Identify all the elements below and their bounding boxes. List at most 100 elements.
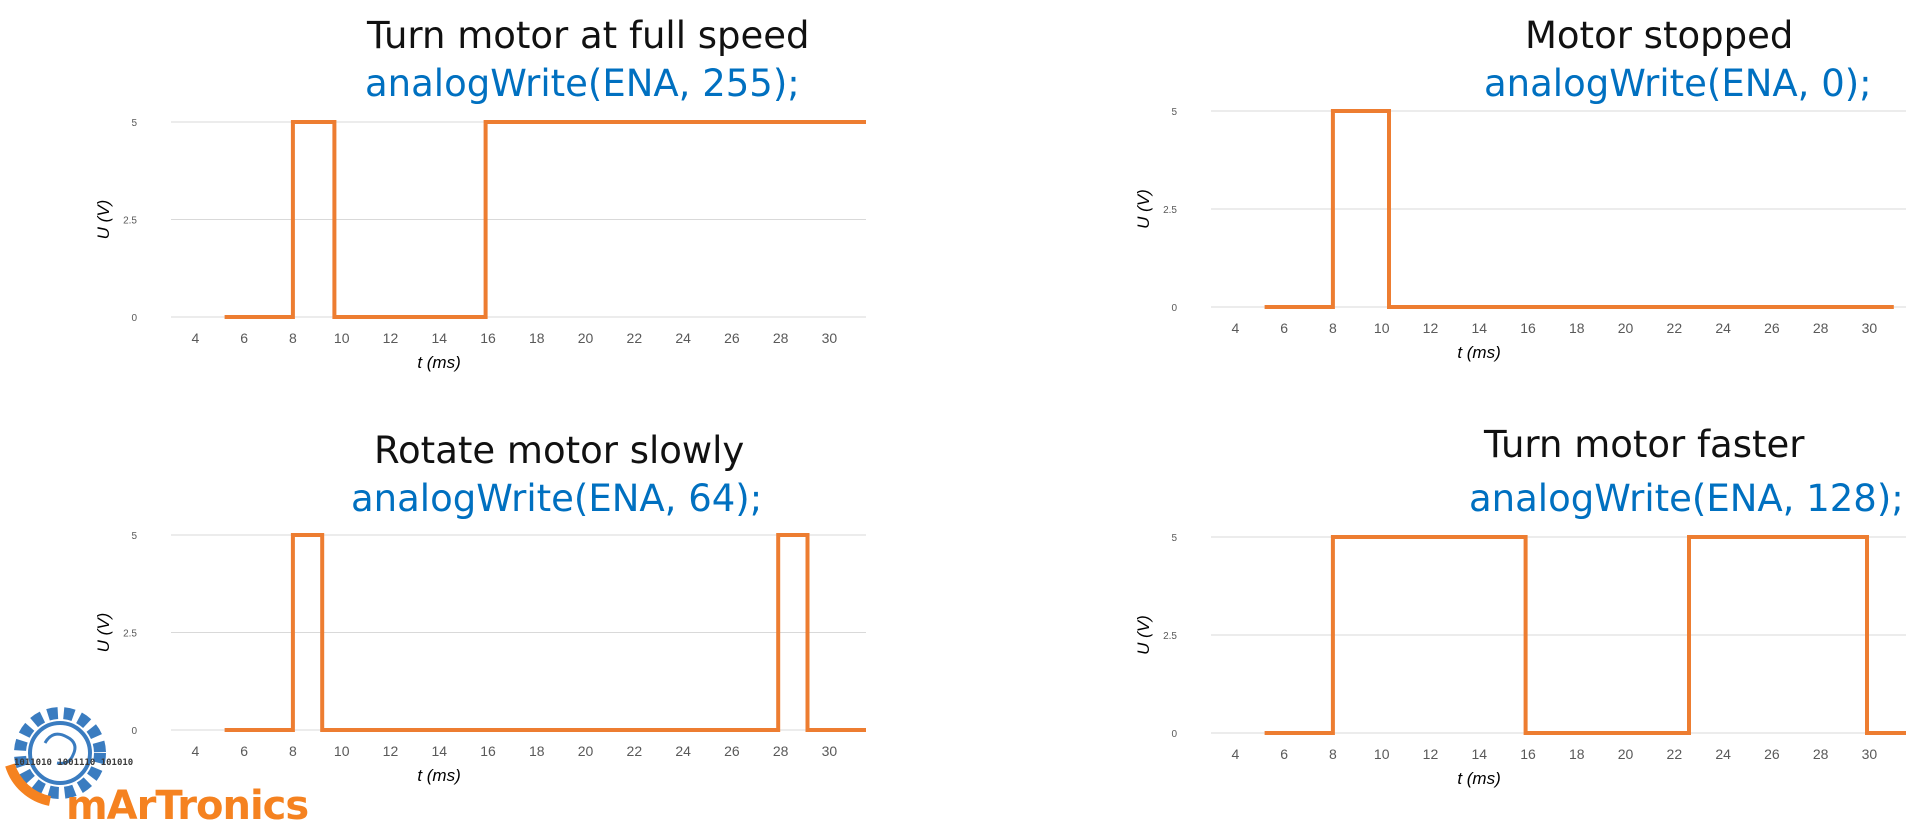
y-tick-label: 2.5 — [1163, 631, 1177, 642]
x-tick-label: 12 — [383, 743, 399, 759]
x-tick-label: 20 — [1618, 320, 1634, 336]
y-tick-label: 0 — [1171, 729, 1177, 740]
chart-plot: 0 2.5 5 4 6 8 10 12 14 16 18 20 22 24 26 28 30 t (ms) U (V… — [94, 118, 866, 372]
y-tick-label: 5 — [131, 531, 137, 542]
martronics-logo: 1011010 1001110 101010 mArTronics — [0, 695, 309, 829]
x-tick-label: 16 — [480, 330, 496, 346]
x-tick-label: 14 — [1471, 746, 1487, 762]
x-tick-label: 4 — [1231, 320, 1239, 336]
x-tick-label: 30 — [822, 330, 838, 346]
x-tick-label: 30 — [822, 743, 838, 759]
x-tick-label: 24 — [675, 743, 691, 759]
y-tick-label: 5 — [1171, 533, 1177, 544]
x-tick-label: 26 — [724, 743, 740, 759]
x-tick-label: 28 — [1813, 746, 1829, 762]
x-tick-label: 14 — [431, 743, 447, 759]
chart-title: Motor stopped — [1525, 14, 1794, 57]
x-tick-label: 14 — [431, 330, 447, 346]
chart-plot: 0 2.5 5 4 6 8 10 12 14 16 18 20 22 24 26 28 30 t (ms) U (V… — [1134, 107, 1906, 362]
x-tick-label: 8 — [289, 330, 297, 346]
x-tick-label: 20 — [578, 743, 594, 759]
x-tick-label: 26 — [1764, 320, 1780, 336]
code-label: analogWrite(ENA, 0); — [1484, 62, 1872, 105]
y-axis-label: U (V) — [1134, 615, 1153, 655]
x-tick-label: 22 — [1667, 320, 1683, 336]
x-tick-label: 14 — [1471, 320, 1487, 336]
x-tick-label: 10 — [1374, 746, 1390, 762]
x-tick-label: 16 — [1520, 320, 1536, 336]
x-tick-label: 24 — [1715, 320, 1731, 336]
x-tick-label: 8 — [289, 743, 297, 759]
y-tick-label: 2.5 — [123, 216, 137, 227]
x-tick-label: 18 — [1569, 746, 1585, 762]
x-tick-label: 22 — [627, 743, 643, 759]
x-tick-label: 28 — [1813, 320, 1829, 336]
x-tick-label: 16 — [480, 743, 496, 759]
x-tick-label: 18 — [529, 330, 545, 346]
x-tick-label: 20 — [1618, 746, 1634, 762]
chart-faster: Turn motor faster analogWrite(ENA, 128);… — [960, 415, 1920, 815]
x-tick-label: 30 — [1862, 320, 1878, 336]
x-tick-label: 12 — [1423, 746, 1439, 762]
x-tick-label: 6 — [240, 743, 248, 759]
chart-motor-stopped: Motor stopped analogWrite(ENA, 0); 0 2.5 5… — [960, 0, 1920, 400]
y-axis-label: U (V) — [94, 200, 113, 240]
x-tick-label: 4 — [1231, 746, 1239, 762]
x-tick-label: 30 — [1862, 746, 1878, 762]
x-axis-label: t (ms) — [1457, 343, 1500, 362]
x-tick-label: 26 — [1764, 746, 1780, 762]
x-tick-label: 16 — [1520, 746, 1536, 762]
x-tick-label: 18 — [1569, 320, 1585, 336]
y-tick-label: 2.5 — [123, 629, 137, 640]
x-tick-label: 8 — [1329, 746, 1337, 762]
chart-slow: Rotate motor slowly analogWrite(ENA, 64)… — [0, 415, 960, 815]
logo-text: mArTronics — [66, 783, 309, 829]
y-tick-label: 0 — [1171, 303, 1177, 314]
chart-title: Turn motor faster — [1484, 423, 1805, 466]
chart-title: Rotate motor slowly — [374, 429, 745, 472]
x-tick-label: 26 — [724, 330, 740, 346]
x-tick-label: 18 — [529, 743, 545, 759]
y-tick-label: 0 — [131, 726, 137, 737]
x-tick-label: 4 — [191, 330, 199, 346]
signal-series-line — [1264, 109, 1894, 309]
y-axis-label: U (V) — [94, 613, 113, 653]
x-tick-label: 10 — [334, 743, 350, 759]
x-tick-label: 6 — [1280, 746, 1288, 762]
x-tick-label: 10 — [334, 330, 350, 346]
x-tick-label: 24 — [675, 330, 691, 346]
x-tick-label: 8 — [1329, 320, 1337, 336]
x-tick-label: 28 — [773, 743, 789, 759]
x-tick-label: 22 — [1667, 746, 1683, 762]
y-tick-label: 5 — [131, 118, 137, 129]
code-label: analogWrite(ENA, 128); — [1469, 477, 1904, 520]
y-tick-label: 2.5 — [1163, 205, 1177, 216]
signal-series-line — [224, 533, 866, 732]
signal-series-line — [1264, 535, 1906, 735]
x-axis-label: t (ms) — [417, 766, 460, 785]
x-tick-label: 24 — [1715, 746, 1731, 762]
x-tick-label: 12 — [1423, 320, 1439, 336]
x-tick-label: 12 — [383, 330, 399, 346]
x-tick-label: 4 — [191, 743, 199, 759]
x-tick-label: 20 — [578, 330, 594, 346]
y-axis-label: U (V) — [1134, 189, 1153, 229]
chart-full-speed: Turn motor at full speed analogWrite(ENA… — [0, 0, 960, 400]
x-tick-label: 6 — [1280, 320, 1288, 336]
gear-brain-icon: 1011010 1001110 101010 — [5, 707, 133, 806]
x-tick-label: 10 — [1374, 320, 1390, 336]
x-tick-label: 6 — [240, 330, 248, 346]
chart-title: Turn motor at full speed — [367, 14, 810, 57]
x-axis-label: t (ms) — [1457, 769, 1500, 788]
chart-plot: 0 2.5 5 4 6 8 10 12 14 16 18 20 22 24 26 28 30 t (ms) U (V… — [1134, 533, 1906, 788]
y-tick-label: 0 — [131, 313, 137, 324]
logo-binary: 1011010 1001110 101010 — [14, 758, 133, 768]
signal-series-line — [224, 120, 866, 319]
code-label: analogWrite(ENA, 255); — [365, 62, 800, 105]
y-tick-label: 5 — [1171, 107, 1177, 118]
x-tick-label: 22 — [627, 330, 643, 346]
x-axis-label: t (ms) — [417, 353, 460, 372]
chart-plot: 0 2.5 5 4 6 8 10 12 14 16 18 20 22 24 26 28 30 t (ms) U (V… — [94, 531, 866, 785]
x-tick-label: 28 — [773, 330, 789, 346]
code-label: analogWrite(ENA, 64); — [351, 477, 763, 520]
